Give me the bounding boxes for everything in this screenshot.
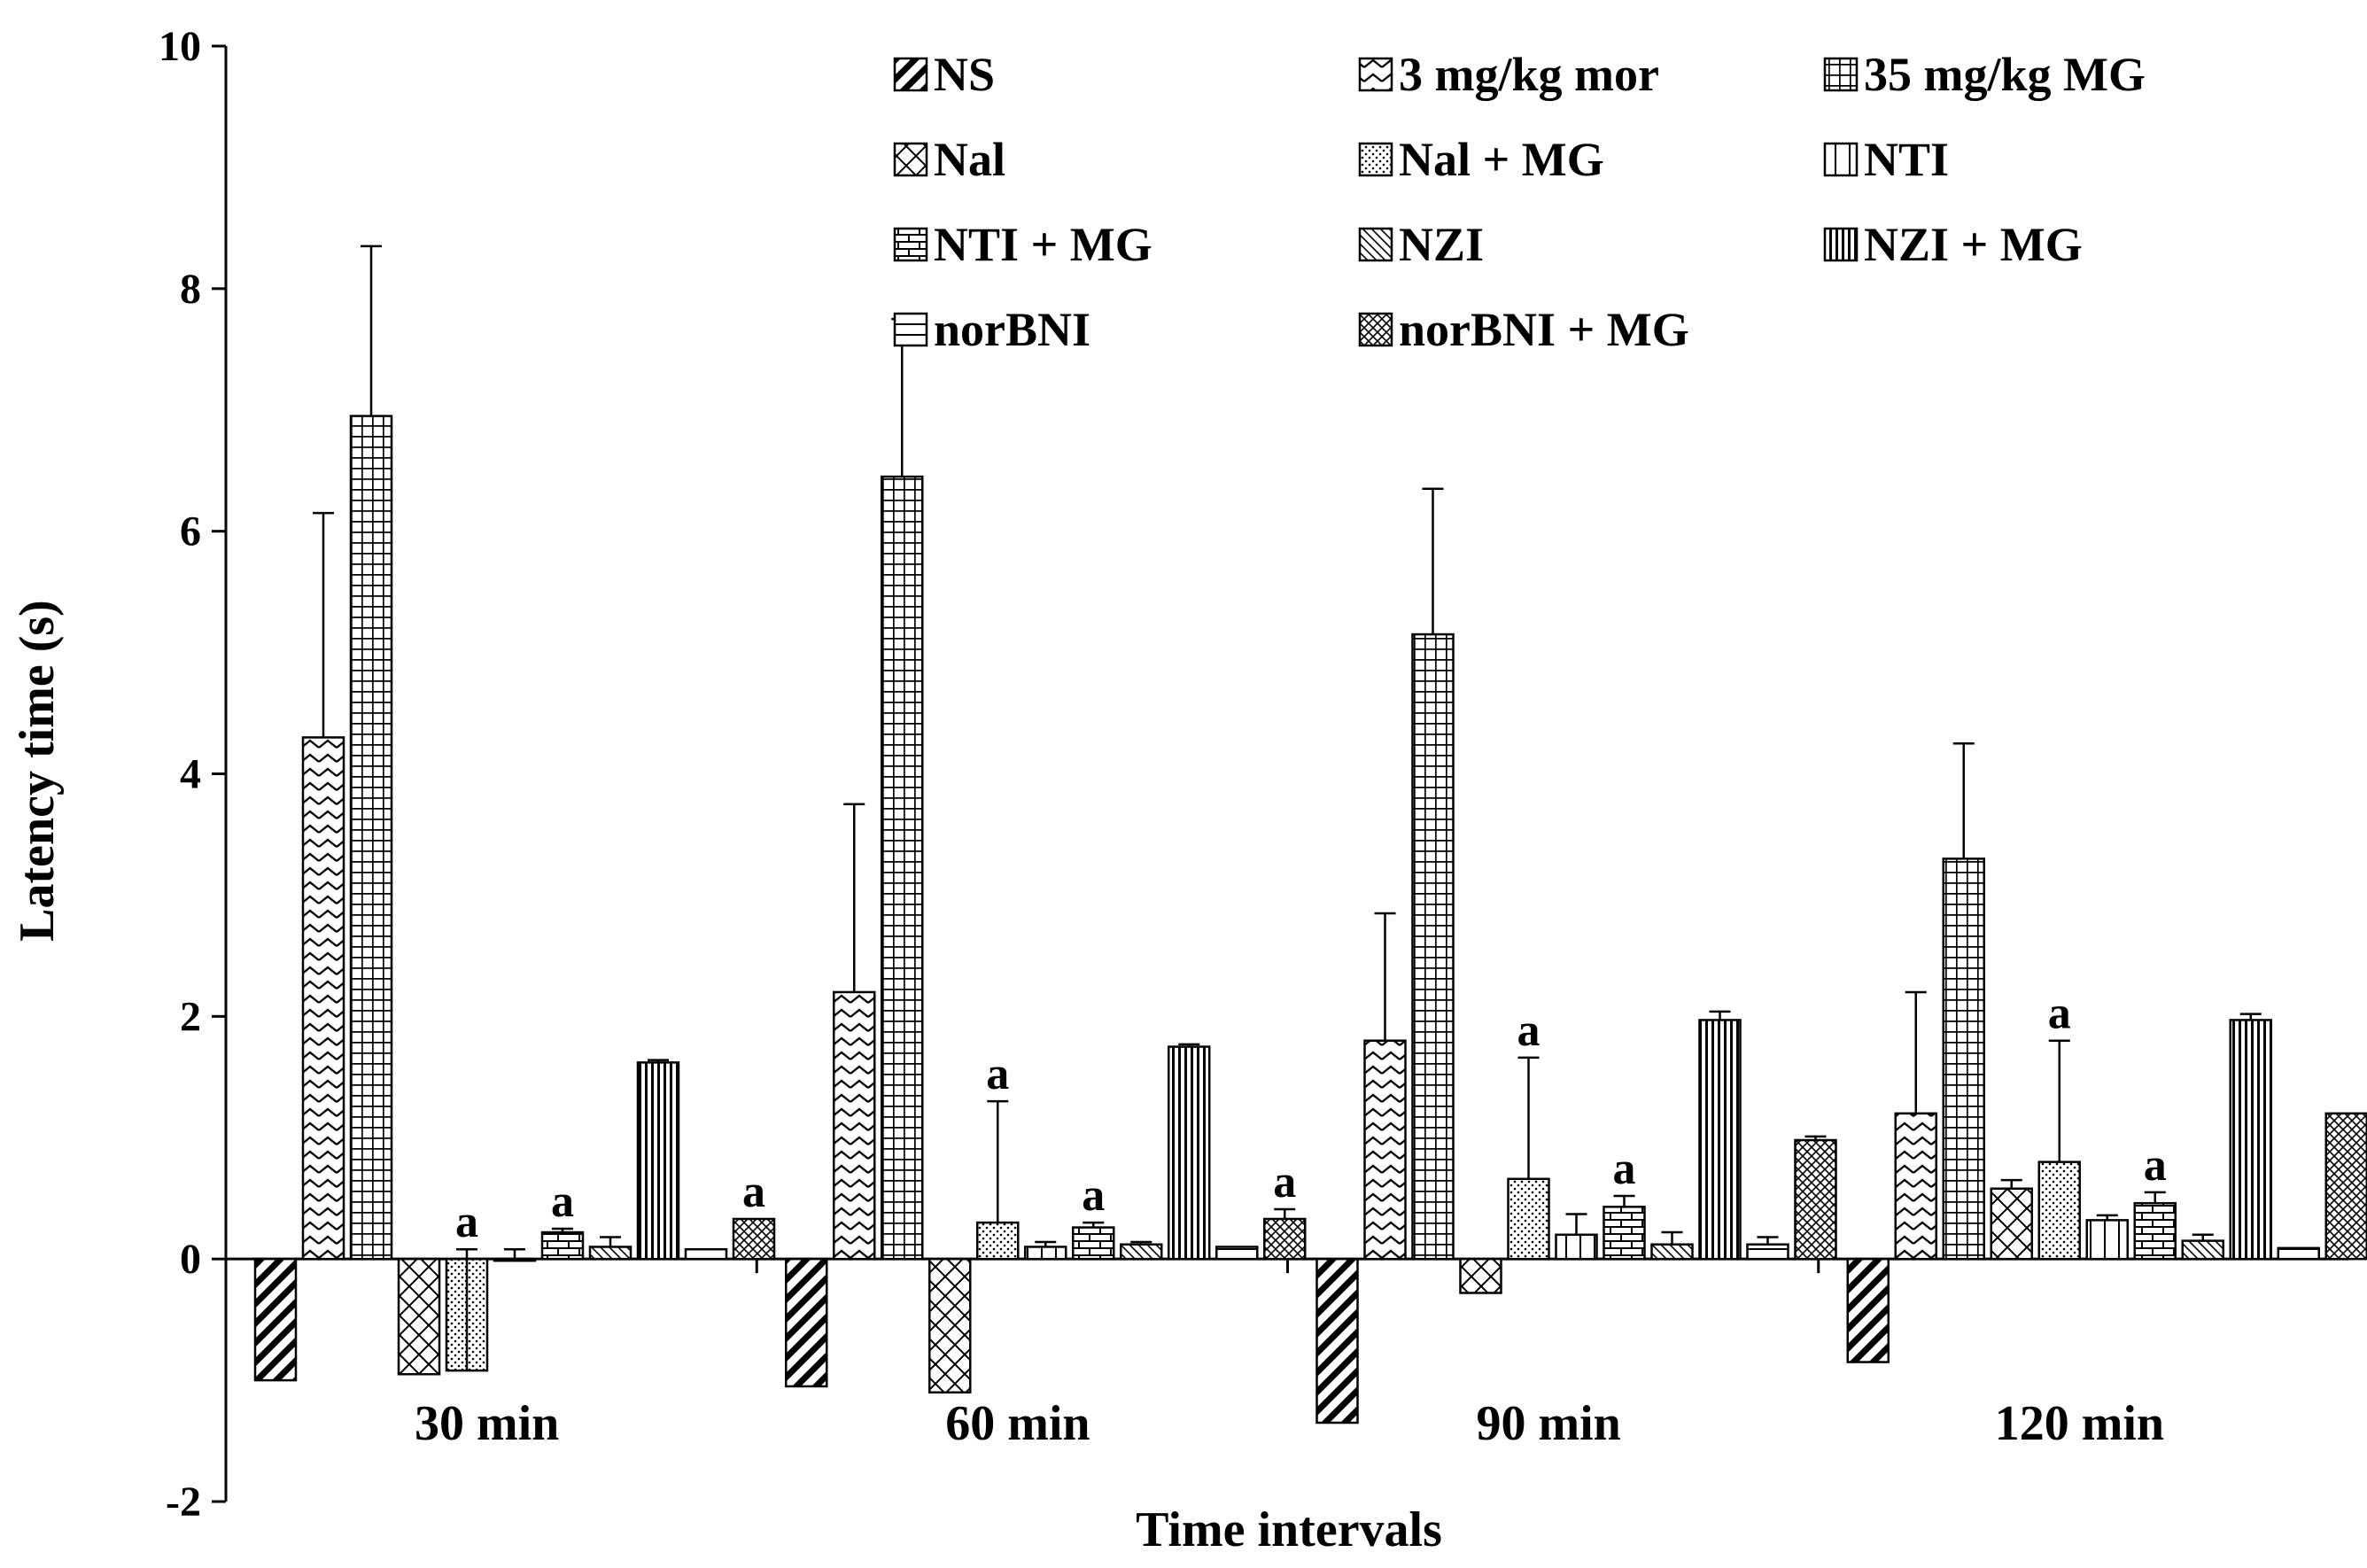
bar <box>2324 1112 2367 1261</box>
significance-label: a <box>1082 1170 1105 1221</box>
bar <box>349 415 393 1261</box>
y-tick-label: 6 <box>180 508 201 555</box>
bar <box>397 1257 441 1376</box>
legend-swatch <box>893 142 928 177</box>
bar <box>1411 633 1455 1261</box>
bar <box>301 736 345 1261</box>
bar <box>1603 1206 1646 1261</box>
significance-label: a <box>455 1197 478 1247</box>
category-label: 30 min <box>415 1396 559 1451</box>
bar <box>1215 1246 1259 1261</box>
bar <box>2277 1246 2320 1261</box>
legend-swatch <box>1823 142 1859 177</box>
x-axis-title: Time intervals <box>1136 1502 1442 1557</box>
significance-label: a <box>742 1167 765 1217</box>
bar <box>1990 1187 2033 1261</box>
bar <box>1846 1257 1890 1363</box>
bar <box>1650 1243 1694 1261</box>
legend-label: NTI + MG <box>934 218 1152 271</box>
bar <box>1168 1045 1211 1261</box>
legend-swatch <box>893 227 928 262</box>
legend-swatch <box>1358 142 1393 177</box>
bar <box>1024 1246 1067 1261</box>
bar <box>1263 1217 1307 1261</box>
bar <box>2229 1019 2272 1261</box>
bar <box>540 1230 585 1261</box>
legend-swatch <box>893 312 928 347</box>
bar <box>1746 1243 1789 1261</box>
plot-area: -2 0 2 4 6 8 10 30 min 60 min 90 min 120 min a a a a a a… <box>159 23 2367 1525</box>
legend-label: 35 mg/kg MG <box>1864 48 2146 101</box>
bar <box>1794 1138 1837 1261</box>
bar <box>785 1257 828 1388</box>
bar <box>1120 1243 1163 1261</box>
bar <box>636 1061 680 1261</box>
category-label: 60 min <box>945 1396 1090 1451</box>
bar <box>588 1246 632 1261</box>
significance-label: a <box>986 1049 1009 1099</box>
legend-swatch <box>1358 227 1393 262</box>
legend-label: Nal <box>934 133 1005 186</box>
significance-label: a <box>551 1176 574 1227</box>
significance-label: a <box>2144 1140 2167 1191</box>
y-tick-label: 4 <box>180 751 201 798</box>
bar <box>881 475 924 1261</box>
y-tick-label: -2 <box>166 1479 201 1525</box>
bar <box>928 1257 972 1394</box>
bar <box>1072 1226 1115 1261</box>
significance-label: a <box>1517 1005 1540 1056</box>
legend-label: Nal + MG <box>1399 133 1604 186</box>
bar <box>253 1257 298 1382</box>
legend-label: norBNI + MG <box>1399 303 1689 356</box>
y-tick-label: 8 <box>180 266 201 313</box>
bar <box>1315 1257 1359 1424</box>
legend-label: NS <box>934 48 995 101</box>
significance-label: a <box>1273 1157 1296 1207</box>
category-label: 120 min <box>1995 1396 2164 1451</box>
legend-swatch <box>1358 57 1393 92</box>
legend-swatch <box>1823 57 1859 92</box>
legend-label: norBNI <box>934 303 1090 356</box>
bar <box>684 1247 728 1261</box>
significance-label: a <box>1613 1144 1636 1194</box>
legend-label: NZI + MG <box>1864 218 2083 271</box>
bar <box>1942 858 1985 1261</box>
legend: NS 3 mg/kg mor 35 mg/kg MG Nal Nal + MG NTI NT… <box>893 48 2146 356</box>
bar <box>2133 1201 2177 1261</box>
bar <box>833 990 876 1261</box>
legend-swatch <box>893 57 928 92</box>
bar <box>2085 1219 2129 1261</box>
legend-swatch <box>1823 227 1859 262</box>
legend-label: 3 mg/kg mor <box>1399 48 1659 101</box>
legend-label: NZI <box>1399 218 1484 271</box>
bar <box>1507 1177 1550 1261</box>
bar <box>1698 1019 1742 1261</box>
bar <box>2037 1160 2081 1261</box>
category-label: 90 min <box>1476 1396 1620 1451</box>
legend-swatch <box>1358 312 1393 347</box>
bar <box>2181 1239 2224 1261</box>
bar <box>493 1257 537 1262</box>
bar <box>1555 1233 1598 1261</box>
y-tick-label: 10 <box>159 23 201 70</box>
y-axis-title: Latency time (s) <box>10 600 65 942</box>
bar <box>732 1217 776 1261</box>
y-tick-label: 0 <box>180 1236 201 1283</box>
legend-label: NTI <box>1864 133 1949 186</box>
bar <box>1459 1257 1502 1294</box>
y-tick-label: 2 <box>180 993 201 1040</box>
bar <box>1363 1039 1407 1261</box>
bar <box>1894 1112 1937 1261</box>
significance-label: a <box>2048 989 2071 1039</box>
bar <box>976 1221 1020 1261</box>
